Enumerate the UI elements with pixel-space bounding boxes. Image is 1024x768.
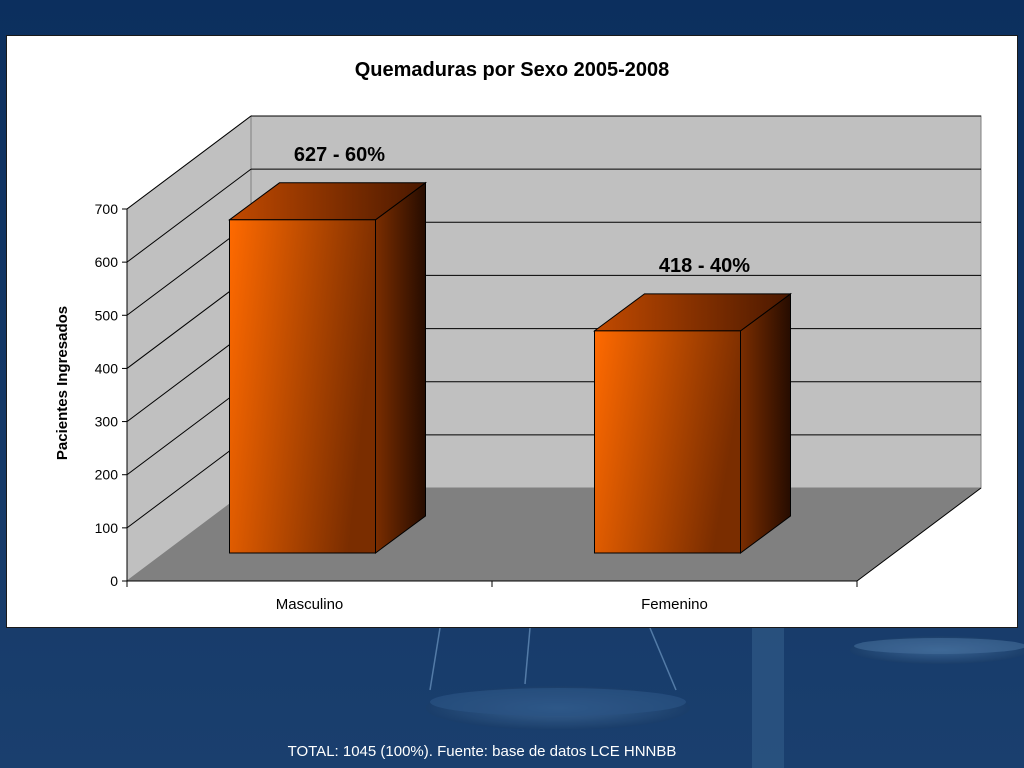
data-label: 418 - 40% (659, 255, 750, 277)
x-tick-label: Masculino (276, 596, 344, 613)
bar-front (229, 219, 376, 554)
y-tick-label: 600 (95, 254, 119, 270)
footer-note: TOTAL: 1045 (100%). Fuente: base de dato… (287, 743, 677, 760)
bar-chart: 0 100 200 300 400 500 600 700 Masculino Femenino… (54, 59, 982, 613)
y-tick-label: 100 (95, 520, 119, 536)
balance-scale-illustration (426, 627, 1024, 768)
x-axis: Masculino Femenino (126, 487, 982, 613)
x-tick-label: Femenino (641, 596, 708, 613)
y-tick-label: 300 (95, 414, 119, 430)
y-axis: 0 100 200 300 400 500 600 700 (95, 201, 128, 589)
bar-side (375, 181, 426, 554)
bar (227, 181, 428, 554)
bar-front (594, 330, 741, 554)
y-tick-label: 0 (110, 573, 118, 589)
data-label: 627 - 60% (294, 144, 385, 166)
chart-panel: 0 100 200 300 400 500 600 700 Masculino Femenino… (6, 35, 1018, 628)
gridline (126, 168, 252, 263)
bar (592, 292, 793, 554)
y-tick-label: 700 (95, 201, 119, 217)
y-axis-label: Pacientes Ingresados (54, 306, 71, 460)
gridline (126, 115, 252, 210)
bars (227, 181, 793, 554)
y-tick-label: 500 (95, 307, 119, 323)
bar-side (740, 292, 791, 554)
y-tick-label: 400 (95, 360, 119, 376)
chart-title: Quemaduras por Sexo 2005-2008 (355, 59, 670, 81)
floor-edge (856, 487, 982, 582)
y-tick-label: 200 (95, 467, 119, 483)
data-labels: 627 - 60% 418 - 40% (294, 144, 750, 277)
